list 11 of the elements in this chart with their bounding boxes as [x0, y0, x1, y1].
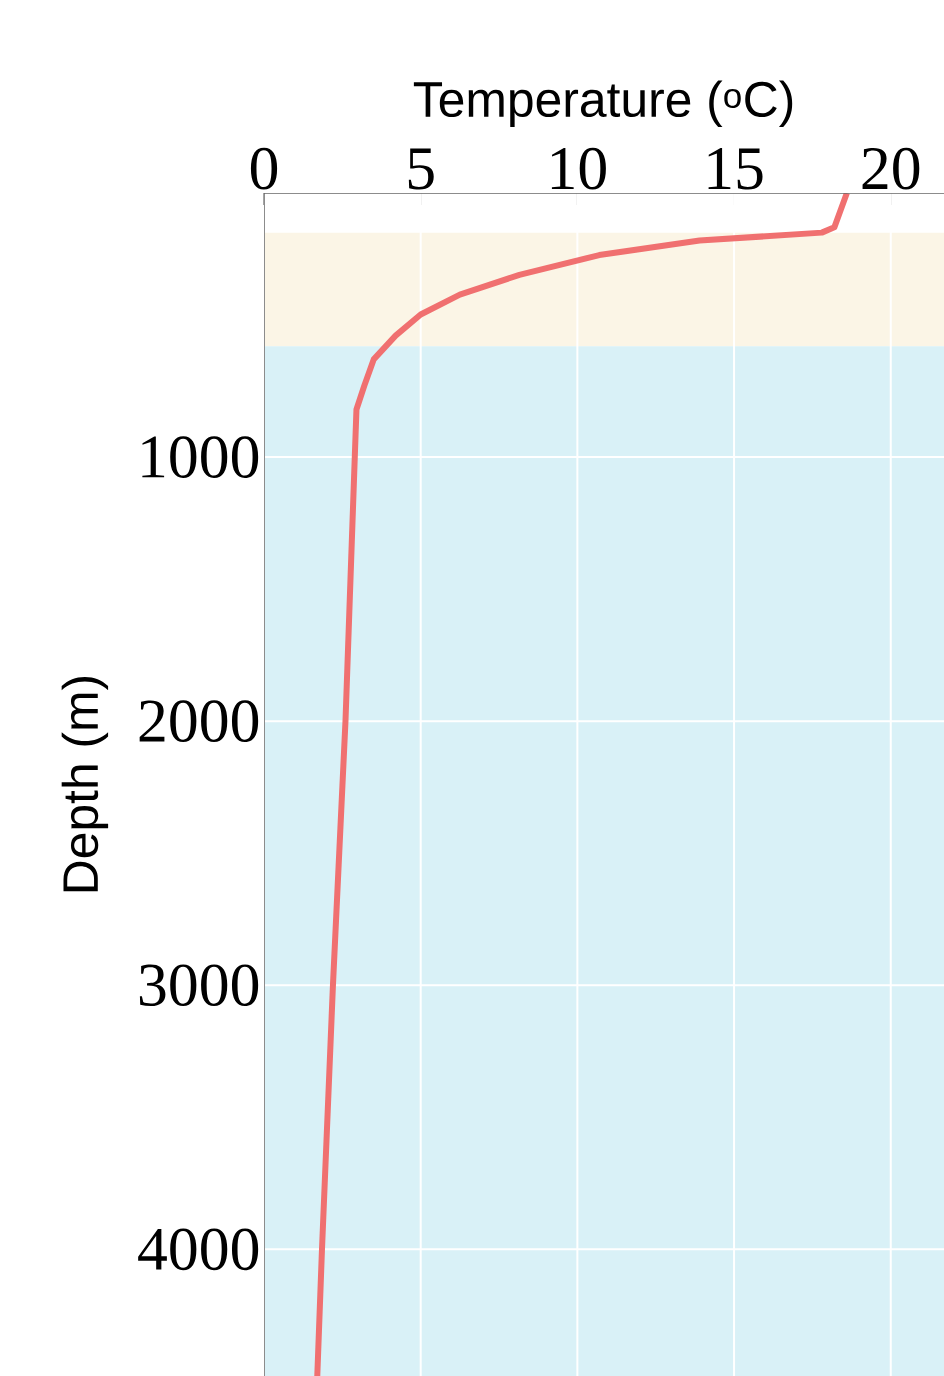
x-axis-title: Temperature ($^{o}$C) [413, 80, 793, 127]
y-axis-title: Depth (m) [61, 676, 109, 892]
x-tick-label: 15 [708, 148, 763, 190]
x-tick-label: 5 [408, 148, 434, 190]
x-tick-label: 0 [250, 147, 278, 190]
x-tick-label: 10 [551, 147, 606, 190]
y-tick-label: 3000 [139, 964, 259, 1007]
x-tick-label: 20 [862, 147, 920, 190]
y-tick-label: 2000 [139, 700, 259, 743]
y-tick-label: 4000 [138, 1228, 259, 1271]
y-tick-label: 1000 [142, 436, 259, 478]
